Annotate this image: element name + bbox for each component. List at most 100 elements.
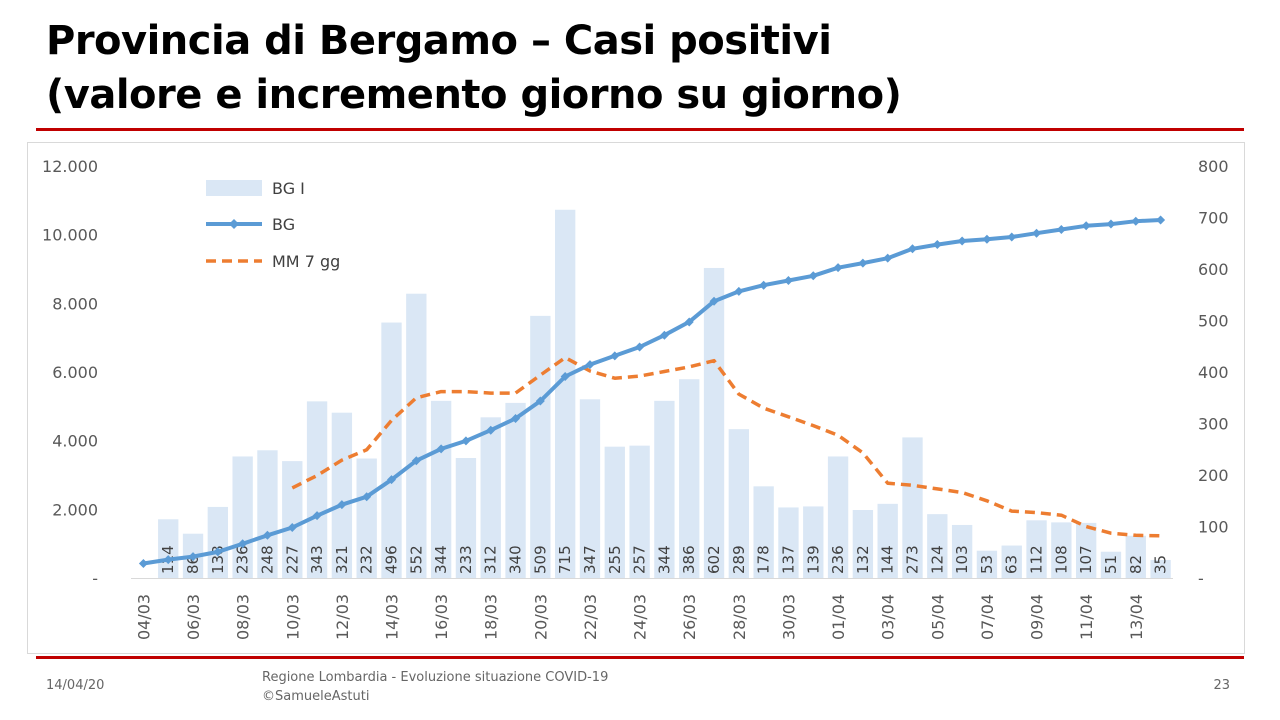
bar-11-04 (1075, 522, 1097, 578)
bg-point-11-03 (312, 511, 322, 521)
bar-label-14-04: 35 (1152, 555, 1170, 574)
bar-02-04 (852, 510, 874, 578)
top-divider (36, 128, 1244, 131)
bar-label-06-04: 103 (953, 545, 971, 574)
title-line-1: Provincia di Bergamo – Casi positivi (46, 18, 832, 64)
footer-source-line-2: ©SamueleAstuti (262, 689, 370, 704)
bar-label-02-04: 132 (854, 545, 872, 574)
x-tick-05-04: 05/04 (928, 594, 947, 640)
bar-label-14-03: 496 (383, 545, 401, 574)
x-tick-08-03: 08/03 (234, 594, 253, 640)
bar-label-03-04: 144 (879, 545, 897, 574)
bg-point-12-03 (337, 500, 347, 510)
bar-14-03 (381, 322, 402, 578)
bar-07-03 (207, 506, 229, 578)
bar-label-13-04: 82 (1127, 555, 1145, 574)
bar-label-13-03: 232 (358, 545, 376, 574)
bar-label-30-03: 137 (779, 545, 797, 574)
bar-05-04 (927, 514, 948, 578)
bg-point-24-03 (635, 342, 645, 352)
bar-label-28-03: 289 (730, 545, 748, 574)
bar-label-25-03: 344 (655, 545, 673, 574)
bar-08-03 (232, 456, 253, 578)
footer-source-line-1: Regione Lombardia - Evoluzione situazion… (262, 670, 609, 685)
bar-10-04 (1051, 522, 1072, 578)
bar-12-04 (1100, 551, 1122, 578)
bar-label-31-03: 139 (804, 545, 822, 574)
bar-22-03 (579, 399, 601, 578)
bar-label-26-03: 386 (680, 545, 698, 574)
y-left-tick-3: 6.000 (52, 363, 98, 382)
x-tick-03-04: 03/04 (879, 594, 898, 640)
bar-26-03 (679, 379, 700, 578)
bar-label-20-03: 509 (531, 545, 549, 574)
bar-21-03 (554, 209, 576, 578)
bar-label-06-03: 86 (184, 555, 202, 574)
y-left-tick-5: 10.000 (42, 226, 98, 245)
bar-29-03 (753, 486, 774, 578)
bar-23-03 (604, 446, 625, 578)
bg-point-31-03 (808, 271, 818, 281)
bg-point-01-04 (833, 263, 843, 273)
x-tick-12-03: 12/03 (333, 594, 352, 640)
bar-11-03 (306, 401, 328, 578)
bar-05-03 (158, 519, 179, 578)
bar-label-22-03: 347 (581, 545, 599, 574)
y-right-tick-5: 500 (1198, 312, 1229, 331)
bar-label-16-03: 344 (432, 545, 450, 574)
bar-label-27-03: 602 (705, 545, 723, 574)
x-tick-18-03: 18/03 (482, 594, 501, 640)
x-tick-10-03: 10/03 (283, 594, 302, 640)
slide-title: Provincia di Bergamo – Casi positivi (va… (46, 14, 902, 122)
bg-point-12-04 (1106, 219, 1116, 229)
bar-13-04 (1125, 535, 1146, 578)
bg-point-30-03 (783, 276, 793, 286)
bar-label-23-03: 255 (606, 545, 624, 574)
x-tick-28-03: 28/03 (730, 594, 749, 640)
bar-label-12-03: 321 (333, 545, 351, 574)
bg-point-09-03 (262, 530, 272, 540)
x-tick-06-03: 06/03 (184, 594, 203, 640)
y-left-tick-1: 2.000 (52, 500, 98, 519)
bg-point-17-03 (461, 436, 471, 446)
bg-point-20-03 (535, 396, 545, 406)
x-tick-04-03: 04/03 (134, 594, 153, 640)
bg-point-13-03 (362, 492, 372, 502)
bg-point-05-03 (163, 555, 173, 565)
bar-27-03 (703, 267, 725, 578)
bar-09-04 (1026, 520, 1047, 578)
bar-label-11-04: 107 (1077, 545, 1095, 574)
bar-label-09-04: 112 (1028, 545, 1046, 574)
bg-point-19-03 (511, 414, 521, 424)
bg-point-08-04 (1007, 232, 1017, 242)
bg-point-02-04 (858, 258, 868, 268)
bar-20-03 (530, 315, 551, 578)
bar-18-03 (480, 417, 501, 578)
bar-30-03 (778, 507, 799, 578)
legend-swatch-marker (229, 219, 239, 229)
bar-28-03 (728, 429, 750, 578)
bar-label-08-03: 236 (234, 545, 252, 574)
bar-label-24-03: 257 (631, 545, 649, 574)
x-tick-30-03: 30/03 (779, 594, 798, 640)
bg-point-26-03 (684, 317, 694, 327)
x-tick-09-04: 09/04 (1028, 594, 1047, 640)
y-right-tick-7: 700 (1198, 209, 1229, 228)
bar-label-10-04: 108 (1052, 545, 1070, 574)
y-right-tick-6: 600 (1198, 260, 1229, 279)
bar-10-03 (282, 461, 303, 578)
legend-swatch-bars (206, 180, 262, 196)
title-line-2: (valore e incremento giorno su giorno) (46, 72, 902, 118)
bar-label-01-04: 236 (829, 545, 847, 574)
series-mm7-line (291, 355, 1161, 538)
bar-14-04 (1150, 559, 1171, 578)
y-right-tick-3: 300 (1198, 415, 1229, 434)
legend-label-line: BG (272, 215, 295, 234)
page-number: 23 (1213, 678, 1230, 693)
bg-point-16-03 (436, 444, 446, 454)
bar-03-04 (877, 503, 898, 578)
chart-frame: 1148613823624822734332123249655234423331… (27, 142, 1245, 654)
x-tick-20-03: 20/03 (531, 594, 550, 640)
y-right-tick-1: 100 (1198, 518, 1229, 537)
y-left-tick-0: - (92, 569, 98, 588)
